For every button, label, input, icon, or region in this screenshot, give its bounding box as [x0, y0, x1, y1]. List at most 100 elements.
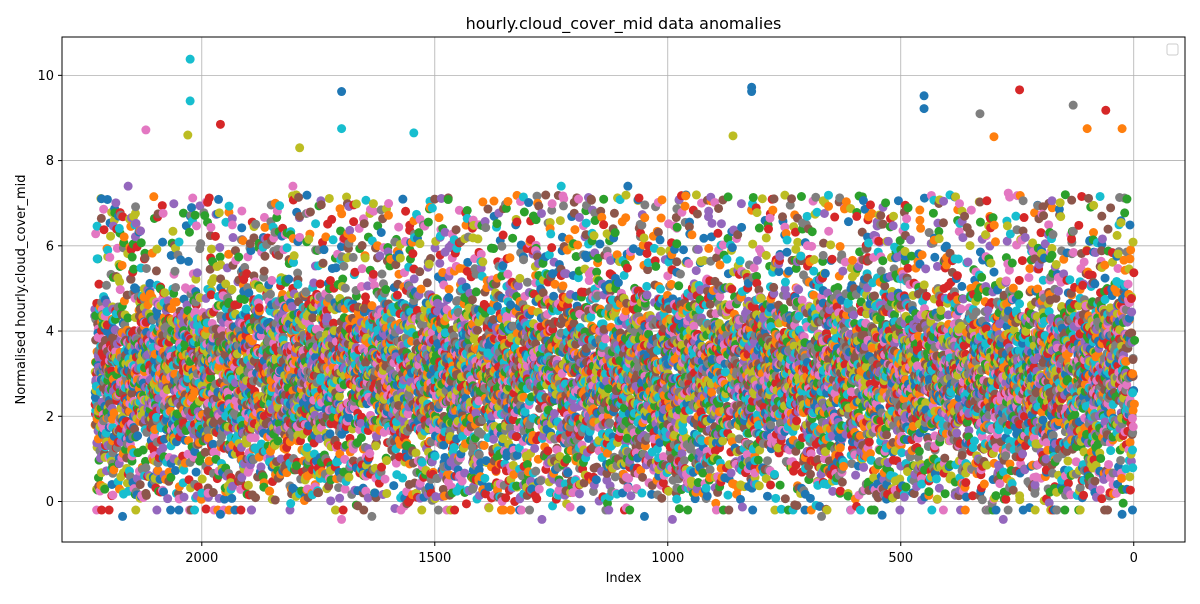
scatter-point	[286, 499, 295, 508]
scatter-point	[115, 224, 124, 233]
scatter-point	[188, 194, 197, 203]
scatter-point	[191, 211, 200, 220]
scatter-point	[172, 298, 181, 307]
scatter-point	[115, 277, 124, 286]
scatter-point	[480, 441, 489, 450]
scatter-point	[158, 238, 167, 247]
scatter-point	[229, 233, 238, 242]
scatter-point	[344, 473, 353, 482]
scatter-point	[304, 235, 313, 244]
scatter-point	[159, 209, 168, 218]
scatter-point	[120, 232, 129, 241]
scatter-point	[473, 234, 482, 243]
scatter-point	[152, 245, 161, 254]
scatter-point	[152, 266, 161, 275]
scatter-point	[434, 506, 443, 515]
scatter-point	[489, 244, 498, 253]
scatter-point	[260, 252, 269, 261]
scatter-point	[251, 493, 260, 502]
scatter-point	[97, 214, 106, 223]
scatter-point	[227, 494, 236, 503]
scatter-point	[251, 220, 260, 229]
scatter-point	[458, 477, 467, 486]
scatter-point	[102, 281, 111, 290]
scatter-point	[365, 449, 374, 458]
scatter-point	[174, 506, 183, 515]
scatter-point	[352, 199, 361, 208]
scatter-point	[211, 232, 220, 241]
scatter-point	[423, 278, 432, 287]
scatter-point	[267, 276, 276, 285]
scatter-point	[193, 268, 202, 277]
scatter-point	[236, 506, 245, 515]
scatter-point	[192, 468, 201, 477]
scatter-point	[381, 475, 390, 484]
scatter-point	[473, 326, 482, 335]
scatter-point	[381, 285, 390, 294]
scatter-point	[105, 253, 114, 262]
scatter-point	[93, 254, 102, 263]
scatter-point	[382, 489, 391, 498]
scatter-point	[331, 506, 340, 515]
scatter-point	[412, 448, 421, 457]
scatter-point	[302, 191, 311, 200]
scatter-point	[415, 267, 424, 276]
scatter-point	[308, 313, 317, 322]
scatter-point	[255, 303, 264, 312]
scatter-point	[149, 192, 158, 201]
scatter-point	[132, 285, 141, 294]
scatter-point	[290, 251, 299, 260]
scatter-point	[99, 225, 108, 234]
scatter-point	[499, 231, 508, 240]
scatter-point	[163, 494, 172, 503]
scatter-point	[170, 267, 179, 276]
scatter-point	[137, 238, 146, 247]
scatter-point	[316, 279, 325, 288]
scatter-point	[142, 264, 151, 273]
scatter-point	[431, 452, 440, 461]
scatter-point	[393, 291, 402, 300]
scatter-point	[359, 506, 368, 515]
scatter-point	[444, 195, 453, 204]
scatter-point	[317, 200, 326, 209]
scatter-point	[184, 257, 193, 266]
scatter-point	[214, 195, 223, 204]
scatter-point	[468, 485, 477, 494]
scatter-point	[335, 494, 344, 503]
scatter-point	[401, 207, 410, 216]
scatter-point	[478, 257, 487, 266]
scatter-point	[357, 433, 366, 442]
scatter-point	[201, 505, 210, 514]
scatter-point	[371, 441, 380, 450]
scatter-point	[382, 456, 391, 465]
scatter-point	[260, 267, 269, 276]
scatter-point	[152, 506, 161, 515]
scatter-point	[377, 228, 386, 237]
scatter-point	[347, 234, 356, 243]
scatter-point	[332, 263, 341, 272]
scatter-point	[257, 462, 266, 471]
scatter-point	[319, 245, 328, 254]
scatter-point	[326, 276, 335, 285]
scatter-point	[141, 489, 150, 498]
scatter-point	[206, 223, 215, 232]
scatter-point	[341, 284, 350, 293]
scatter-point	[128, 253, 137, 262]
scatter-point	[294, 193, 303, 202]
scatter-point	[424, 218, 433, 227]
scatter-point	[435, 259, 444, 268]
scatter-point	[116, 285, 125, 294]
scatter-point	[293, 280, 302, 289]
scatter-point	[445, 285, 454, 294]
scatter-point	[337, 209, 346, 218]
scatter-point	[234, 252, 243, 261]
scatter-point	[492, 219, 501, 228]
scatter-point	[410, 274, 419, 283]
scatter-point	[335, 392, 344, 401]
scatter-point	[133, 431, 142, 440]
scatter-point	[160, 288, 169, 297]
scatter-point	[196, 239, 205, 248]
scatter-point	[497, 242, 506, 251]
scatter-point	[103, 195, 112, 204]
